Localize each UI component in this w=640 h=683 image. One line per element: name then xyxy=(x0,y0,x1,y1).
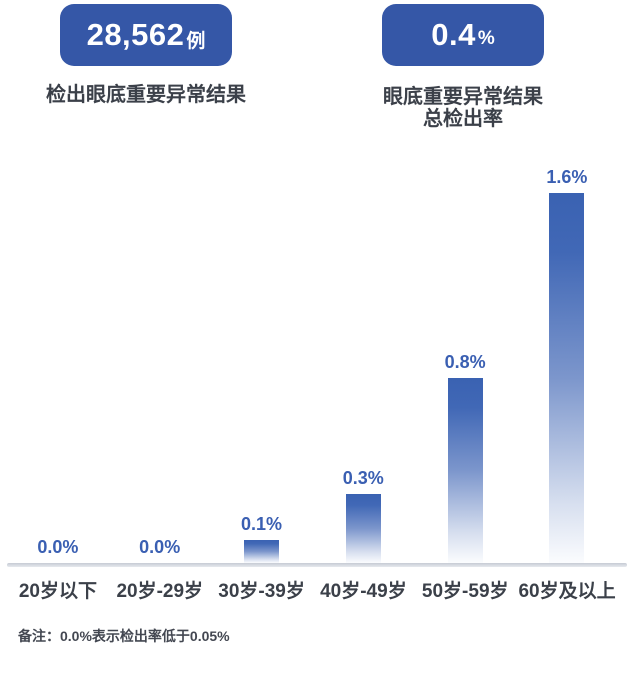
bar xyxy=(243,540,279,563)
bar-column: 1.6% xyxy=(516,167,618,563)
x-axis-label: 20岁-29岁 xyxy=(116,581,204,602)
bar-value-label: 0.1% xyxy=(240,514,282,534)
bar xyxy=(345,494,381,563)
footnote: 备注：0.0%表示检出率低于0.05% xyxy=(18,628,230,644)
stat-label-detection-rate: 眼底重要异常结果 总检出率 xyxy=(343,86,583,130)
bar-column: 0.1% xyxy=(211,514,313,563)
bar-column: 0.0% xyxy=(109,537,211,563)
bar-value-label: 0.3% xyxy=(342,468,384,488)
x-axis-label: 20岁以下 xyxy=(18,581,97,602)
bar xyxy=(447,378,483,563)
bar-column: 0.3% xyxy=(312,468,414,563)
bar-column: 0.8% xyxy=(414,352,516,563)
bar-chart: 0.0% 0.0% 0.1% 0.3% 0.8% 1.6% xyxy=(7,0,618,563)
x-axis-label: 60岁及以上 xyxy=(518,581,616,602)
stat-badge-detection-rate: 0.4% xyxy=(382,4,544,66)
x-axis-label: 30岁-39岁 xyxy=(218,581,305,602)
stat-label-line-1: 眼底重要异常结果 xyxy=(383,86,543,108)
stat-badge-detected-count: 28,562 例 xyxy=(60,4,232,66)
bar-value-label: 0.0% xyxy=(37,537,79,557)
x-axis-label: 50岁-59岁 xyxy=(421,581,509,602)
bar-value-label: 1.6% xyxy=(546,167,588,187)
stat-label-line-2: 总检出率 xyxy=(423,108,503,130)
stat-unit: % xyxy=(477,28,495,49)
stat-unit: 例 xyxy=(186,30,206,52)
bar-column: 0.0% xyxy=(7,537,109,563)
bar xyxy=(549,193,585,563)
x-axis-labels: 20岁以下 20岁-29岁 30岁-39岁 40岁-49岁 50岁-59岁 60岁及以上 xyxy=(7,576,618,603)
bar-value-label: 0.0% xyxy=(139,537,181,557)
bar-value-label: 0.8% xyxy=(444,352,486,372)
x-axis-line xyxy=(7,563,627,567)
x-axis-label: 40岁-49岁 xyxy=(320,581,407,602)
stat-value: 0.4 xyxy=(431,17,476,52)
stat-value: 28,562 xyxy=(86,17,185,52)
stat-label-detected-count: 检出眼底重要异常结果 xyxy=(46,84,246,106)
